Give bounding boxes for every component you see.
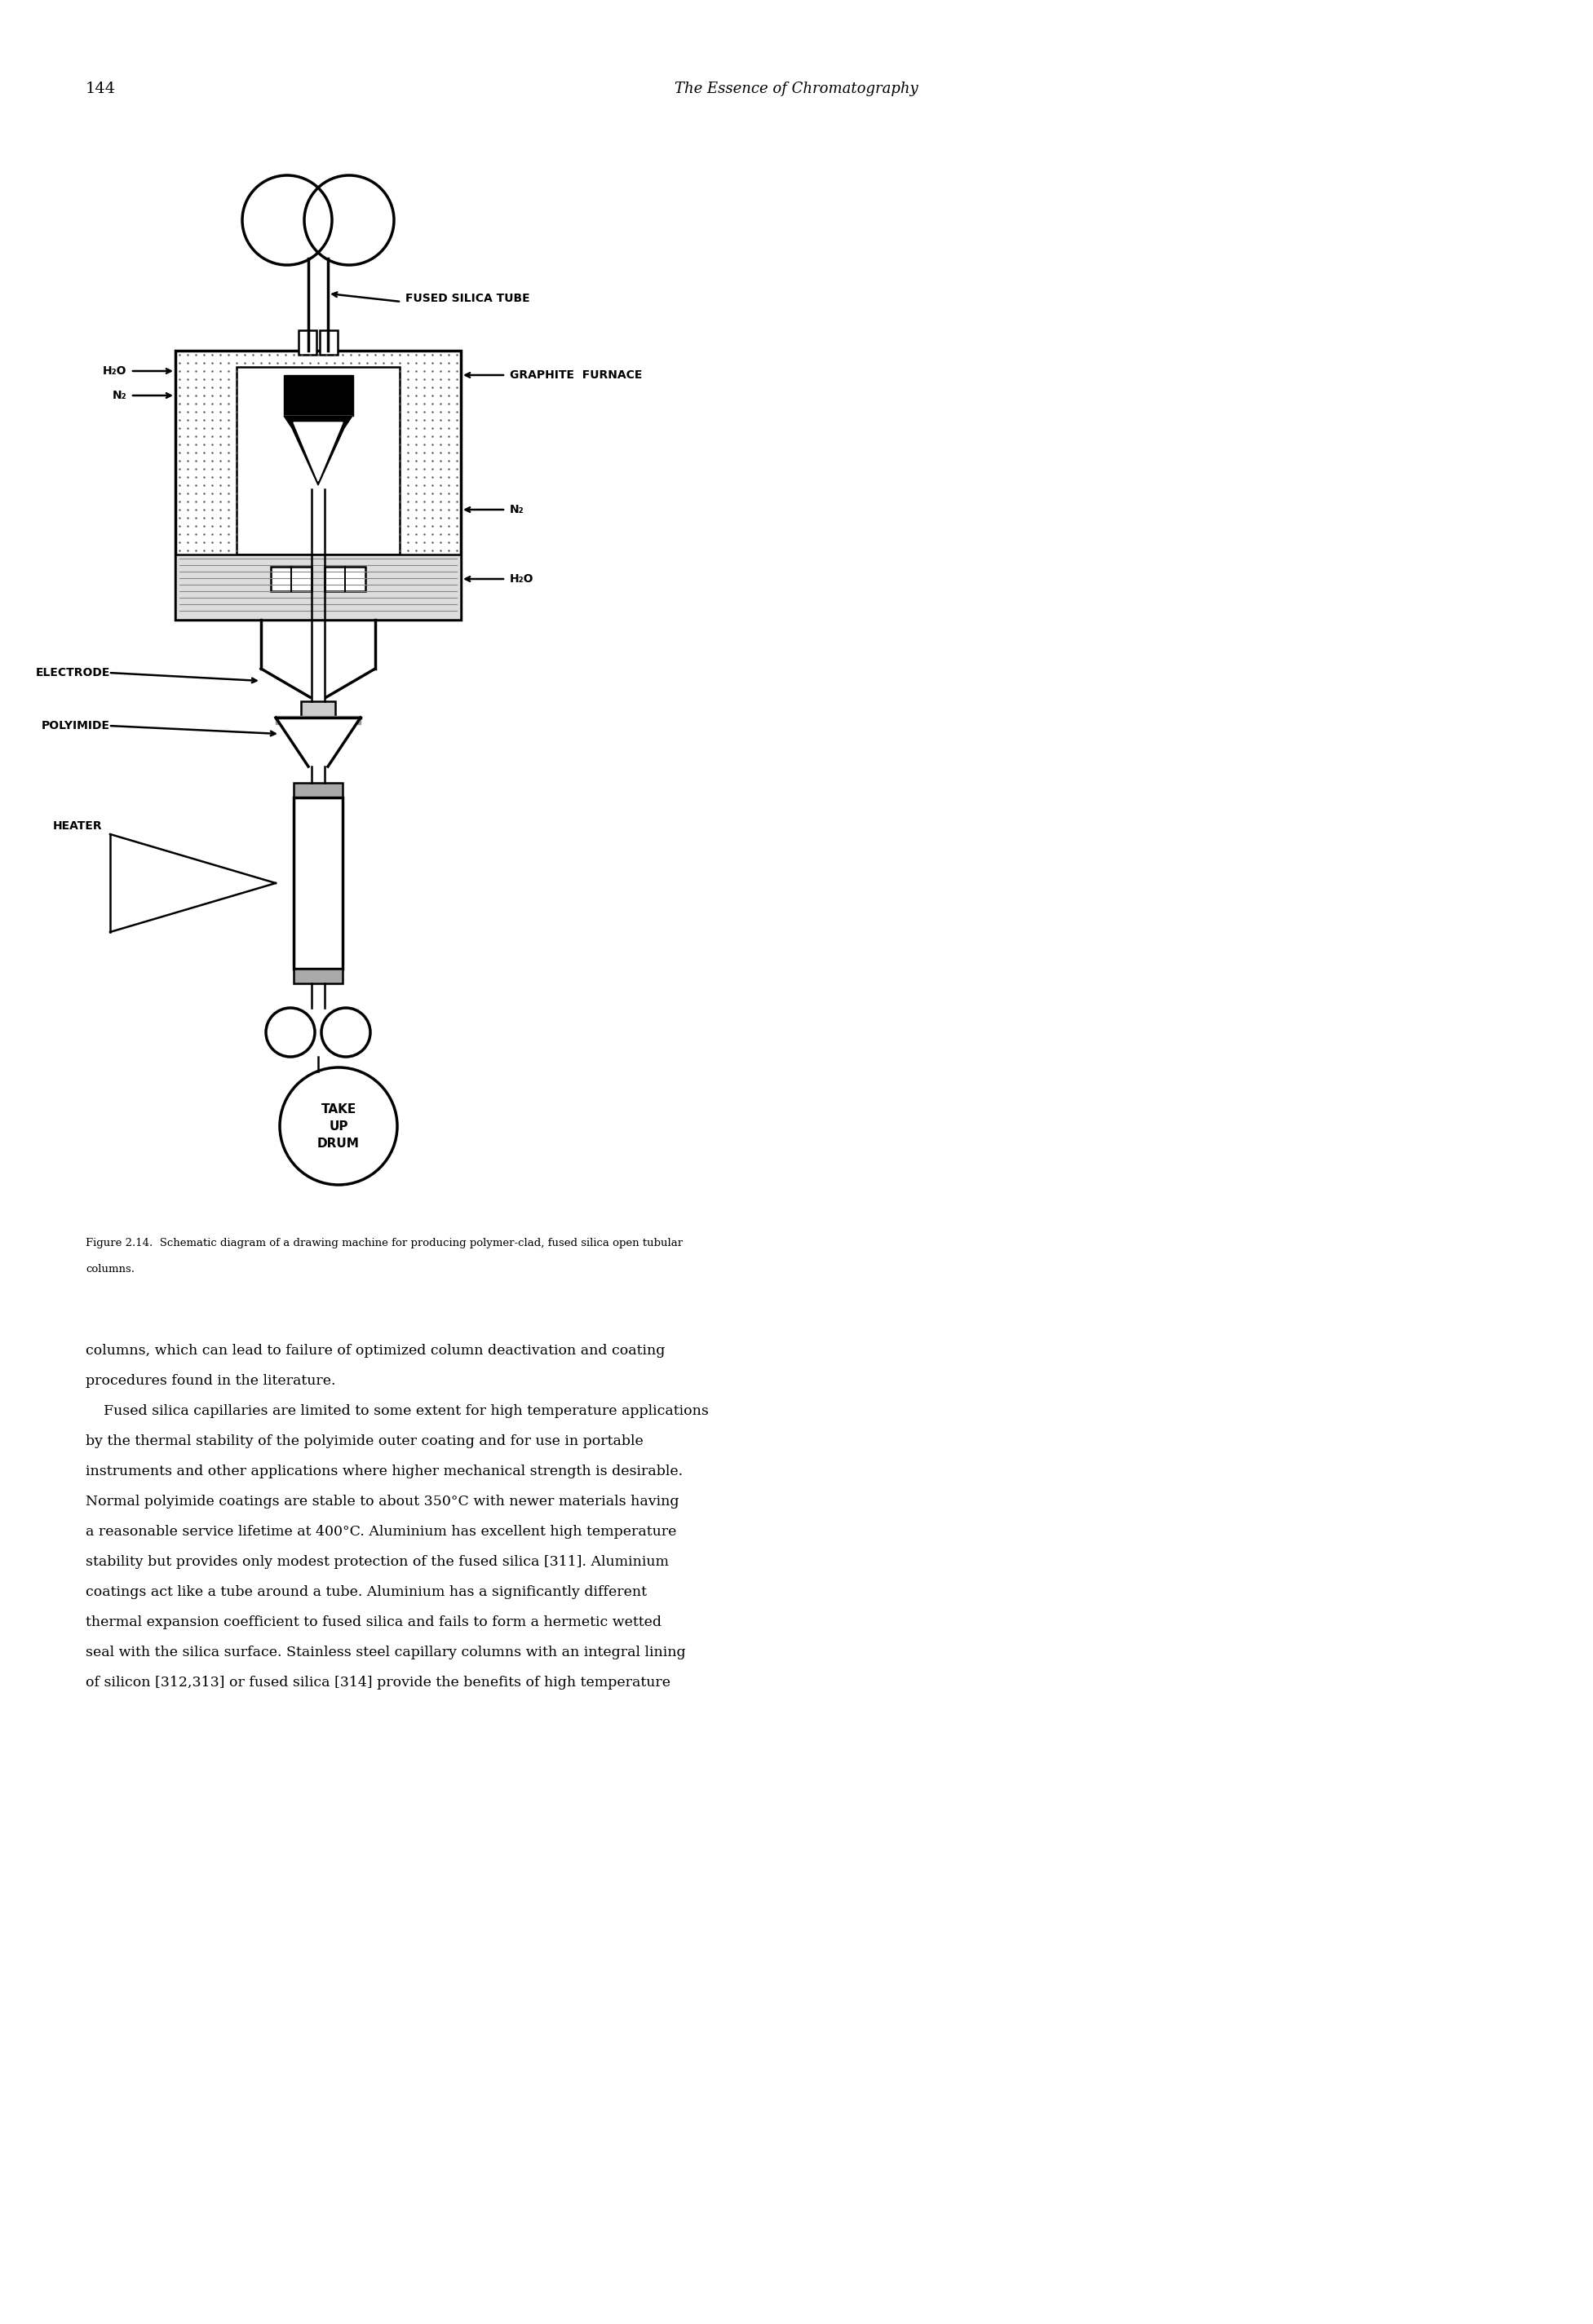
Text: H₂O: H₂O — [102, 365, 126, 376]
Text: stability but provides only modest protection of the fused silica [311]. Alumini: stability but provides only modest prote… — [86, 1555, 669, 1569]
Bar — [293, 797, 342, 969]
Text: GRAPHITE  FURNACE: GRAPHITE FURNACE — [510, 370, 642, 381]
Text: by the thermal stability of the polyimide outer coating and for use in portable: by the thermal stability of the polyimid… — [86, 1434, 644, 1448]
Text: columns, which can lead to failure of optimized column deactivation and coating: columns, which can lead to failure of op… — [86, 1343, 664, 1357]
Text: FUSED SILICA TUBE: FUSED SILICA TUBE — [405, 293, 530, 304]
Text: Figure 2.14.  Schematic diagram of a drawing machine for producing polymer-clad,: Figure 2.14. Schematic diagram of a draw… — [86, 1239, 683, 1248]
Text: HEATER: HEATER — [53, 820, 102, 832]
Polygon shape — [276, 718, 360, 767]
Text: H₂O: H₂O — [510, 574, 534, 586]
Bar — [284, 374, 354, 416]
Text: a reasonable service lifetime at 400°C. Aluminium has excellent high temperature: a reasonable service lifetime at 400°C. … — [86, 1525, 677, 1538]
Text: N₂: N₂ — [510, 504, 524, 516]
Polygon shape — [276, 716, 360, 725]
Text: N₂: N₂ — [112, 390, 126, 402]
Bar — [271, 567, 312, 590]
Bar — [325, 567, 365, 590]
Text: coatings act like a tube around a tube. Aluminium has a significantly different: coatings act like a tube around a tube. … — [86, 1585, 647, 1599]
Bar — [298, 330, 317, 356]
Text: columns.: columns. — [86, 1264, 134, 1274]
Polygon shape — [284, 416, 352, 486]
Bar — [293, 783, 342, 797]
Bar — [320, 330, 338, 356]
Polygon shape — [284, 416, 352, 493]
Bar — [175, 351, 460, 621]
Text: procedures found in the literature.: procedures found in the literature. — [86, 1373, 336, 1387]
Polygon shape — [293, 423, 342, 481]
Text: The Essence of Chromatography: The Essence of Chromatography — [674, 81, 918, 95]
Text: 144: 144 — [86, 81, 116, 95]
Text: instruments and other applications where higher mechanical strength is desirable: instruments and other applications where… — [86, 1464, 683, 1478]
Text: Fused silica capillaries are limited to some extent for high temperature applica: Fused silica capillaries are limited to … — [86, 1404, 709, 1418]
Bar — [301, 702, 335, 718]
Text: ELECTRODE: ELECTRODE — [35, 667, 110, 679]
Text: thermal expansion coefficient to fused silica and fails to form a hermetic wette: thermal expansion coefficient to fused s… — [86, 1615, 661, 1629]
Text: of silicon [312,313] or fused silica [314] provide the benefits of high temperat: of silicon [312,313] or fused silica [31… — [86, 1676, 671, 1690]
Text: POLYIMIDE: POLYIMIDE — [41, 720, 110, 732]
Bar — [175, 555, 460, 621]
Bar — [293, 969, 342, 983]
Text: seal with the silica surface. Stainless steel capillary columns with an integral: seal with the silica surface. Stainless … — [86, 1645, 685, 1659]
Bar — [236, 367, 400, 555]
Text: Normal polyimide coatings are stable to about 350°C with newer materials having: Normal polyimide coatings are stable to … — [86, 1494, 679, 1508]
Text: TAKE
UP
DRUM: TAKE UP DRUM — [317, 1104, 360, 1150]
